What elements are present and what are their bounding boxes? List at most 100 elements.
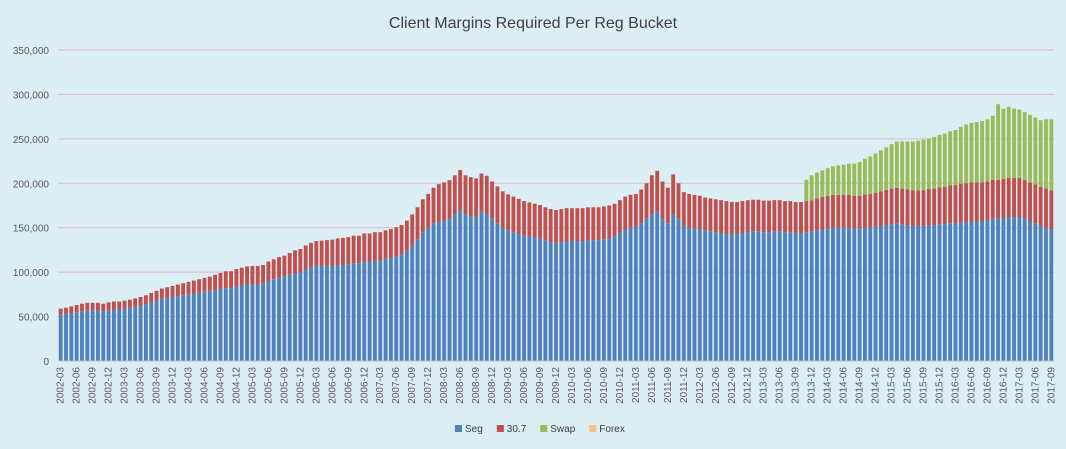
x-tick-label: 2014-09	[855, 367, 866, 404]
bar-segment-swap	[916, 140, 921, 191]
bar-segment-swap	[953, 129, 958, 186]
bar-segment-30-7	[1028, 182, 1032, 222]
bar-segment-swap	[1044, 119, 1048, 189]
bar-segment-30-7	[958, 183, 963, 223]
bar-segment-30-7	[548, 209, 553, 242]
bar-segment-30-7	[511, 196, 516, 233]
bar-segment-30-7	[367, 233, 372, 262]
x-tick-label: 2010-06	[583, 367, 594, 404]
bar-segment-30-7	[607, 205, 612, 239]
bar-segment-30-7	[197, 279, 202, 293]
x-tick-label: 2005-06	[263, 367, 274, 404]
bar-segment-seg	[777, 231, 782, 361]
bar-segment-seg	[69, 313, 74, 361]
bar-segment-seg	[127, 307, 132, 361]
bar-segment-swap	[868, 156, 873, 194]
bar-segment-30-7	[783, 201, 787, 233]
bar-segment-30-7	[1001, 178, 1006, 218]
bar-segment-30-7	[362, 233, 367, 262]
bar-segment-swap	[878, 150, 883, 192]
chart-title: Client Margins Required Per Reg Bucket	[389, 15, 678, 32]
bar-segment-swap	[841, 164, 846, 195]
bar-segment-seg	[452, 214, 457, 361]
bar-segment-swap	[932, 137, 937, 189]
bar-segment-seg	[298, 272, 303, 361]
bar-segment-seg	[729, 233, 734, 361]
x-tick-label: 2011-09	[663, 367, 674, 403]
bar-segment-seg	[282, 276, 287, 361]
bar-segment-30-7	[474, 178, 479, 218]
bar-segment-30-7	[1017, 177, 1022, 218]
x-tick-label: 2008-03	[439, 367, 450, 404]
bar-segment-seg	[761, 232, 766, 361]
bar-segment-30-7	[122, 300, 127, 309]
bar-segment-30-7	[612, 203, 617, 237]
bar-segment-30-7	[341, 237, 345, 266]
bar-segment-30-7	[761, 200, 766, 233]
bar-segment-seg	[969, 221, 974, 361]
x-tick-label: 2009-06	[519, 367, 530, 404]
bar-segment-seg	[612, 236, 617, 361]
bar-segment-seg	[186, 294, 191, 361]
bar-segment-seg	[85, 310, 90, 361]
bar-segment-30-7	[681, 192, 686, 226]
bar-segment-seg	[319, 265, 324, 361]
bar-segment-seg	[713, 232, 718, 361]
y-tick-label: 250,000	[13, 135, 50, 146]
bar-segment-seg	[687, 227, 692, 361]
bar-segment-seg	[751, 231, 755, 361]
bar-segment-30-7	[1022, 179, 1027, 219]
bar-segment-seg	[245, 284, 249, 361]
bar-segment-seg	[511, 232, 516, 361]
bar-segment-30-7	[655, 170, 660, 212]
bar-segment-seg	[442, 220, 447, 361]
bar-segment-seg	[772, 231, 777, 361]
x-tick-label: 2004-09	[215, 367, 226, 404]
bar-segment-30-7	[351, 235, 356, 264]
bar-segment-seg	[538, 238, 542, 361]
bar-segment-30-7	[436, 184, 441, 222]
legend-label-30-7: 30.7	[507, 424, 527, 435]
bar-segment-seg	[165, 297, 170, 361]
bar-segment-30-7	[1044, 188, 1048, 228]
bar-segment-30-7	[703, 197, 708, 231]
bar-segment-seg	[383, 258, 388, 361]
x-tick-label: 2012-06	[711, 367, 722, 404]
legend-swatch-forex	[589, 425, 597, 432]
bar-segment-seg	[905, 225, 910, 361]
bar-segment-30-7	[287, 253, 292, 275]
bar-segment-30-7	[884, 189, 889, 226]
bar-segment-seg	[255, 284, 260, 361]
bar-segment-30-7	[543, 207, 548, 241]
bar-segment-30-7	[921, 190, 926, 226]
bar-segment-30-7	[191, 280, 196, 294]
bar-segment-seg	[133, 306, 138, 361]
bar-segment-seg	[229, 288, 234, 361]
x-tick-label: 2009-03	[503, 367, 514, 404]
bar-segment-seg	[90, 310, 95, 361]
bar-segment-seg	[724, 233, 729, 361]
bar-segment-seg	[101, 311, 106, 361]
bar-segment-30-7	[564, 208, 569, 242]
y-tick-label: 150,000	[13, 224, 50, 235]
bar-segment-30-7	[980, 182, 985, 222]
bar-segment-30-7	[580, 208, 585, 242]
bar-segment-seg	[394, 256, 399, 361]
bar-segment-seg	[788, 232, 793, 361]
bar-segment-30-7	[671, 174, 676, 215]
bar-segment-30-7	[1038, 186, 1043, 226]
bar-segment-seg	[495, 223, 500, 361]
bar-segment-swap	[825, 168, 830, 196]
bar-segment-seg	[644, 218, 649, 361]
bar-segment-seg	[857, 228, 862, 361]
bar-segment-seg	[170, 297, 175, 361]
bar-segment-30-7	[261, 265, 265, 284]
bar-segment-30-7	[676, 183, 681, 219]
x-tick-label: 2013-03	[759, 367, 770, 404]
bar-segment-30-7	[878, 191, 883, 226]
x-tick-label: 2017-06	[1030, 367, 1041, 404]
bar-segment-seg	[138, 305, 143, 361]
bar-segment-seg	[506, 230, 510, 361]
x-tick-label: 2008-12	[487, 367, 498, 404]
